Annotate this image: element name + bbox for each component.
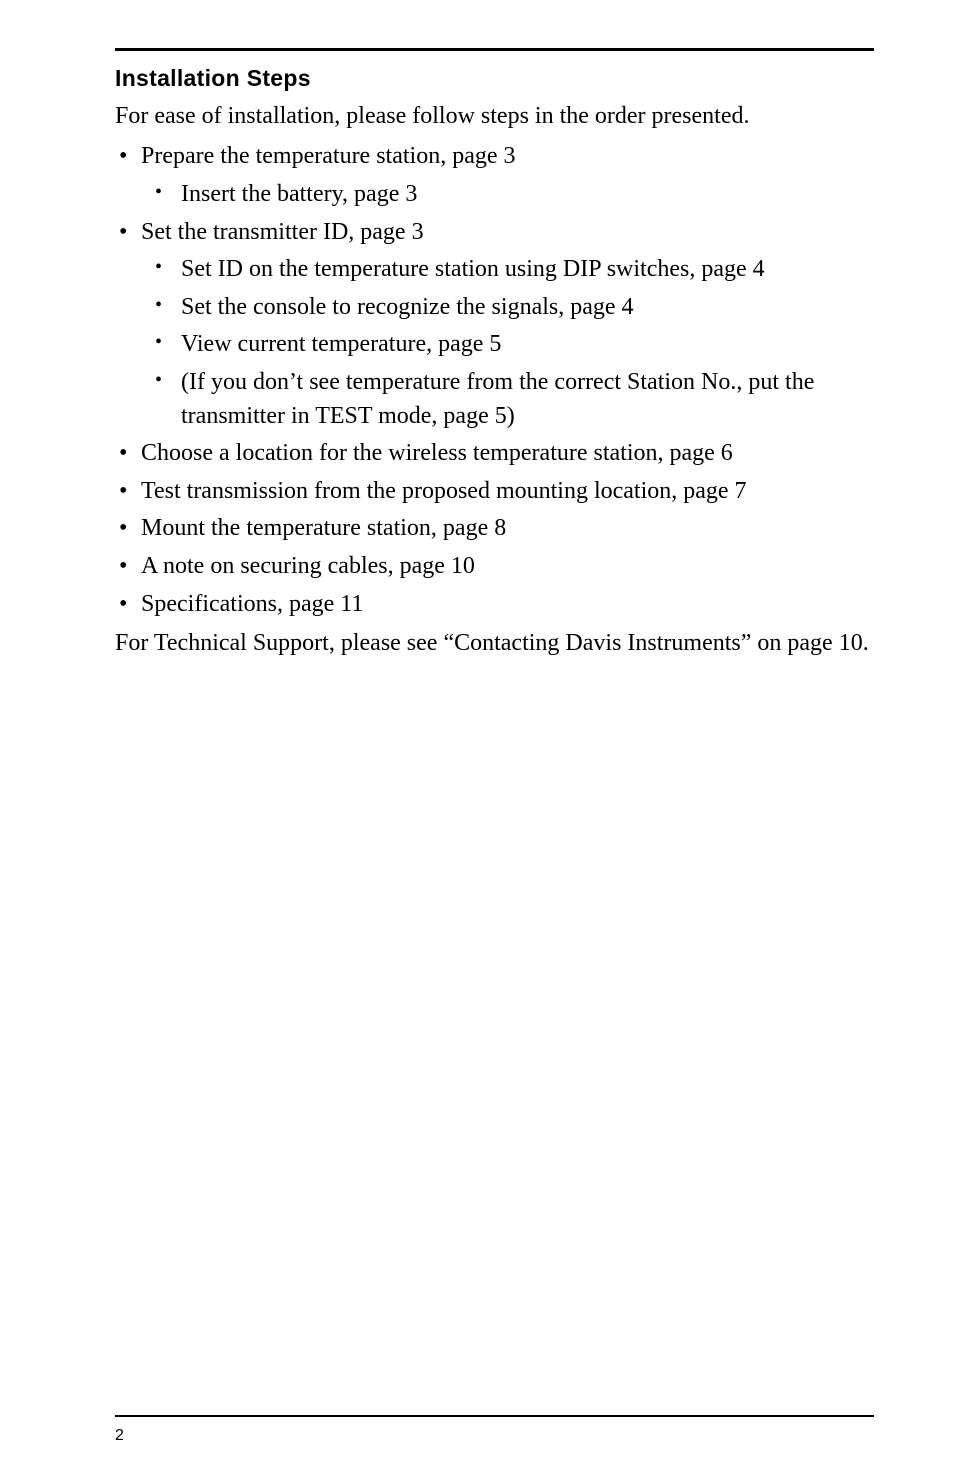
list-item: Prepare the temperature station, page 3 … — [115, 140, 874, 211]
list-item: (If you don’t see temperature from the c… — [141, 366, 874, 433]
list-item: Specifications, page 11 — [115, 588, 874, 622]
footer-rule — [115, 1415, 874, 1417]
list-item: Mount the temperature station, page 8 — [115, 512, 874, 546]
list-item: Insert the battery, page 3 — [141, 178, 874, 212]
list-item: Choose a location for the wireless tempe… — [115, 437, 874, 471]
list-item-text: Test transmission from the proposed moun… — [141, 478, 747, 504]
page-number: 2 — [115, 1427, 124, 1445]
list-item-text: Set the transmitter ID, page 3 — [141, 219, 424, 245]
intro-paragraph: For ease of installation, please follow … — [115, 100, 874, 132]
list-item-text: (If you don’t see temperature from the c… — [181, 369, 814, 429]
section-title: Installation Steps — [115, 65, 874, 92]
list-item: Set the console to recognize the signals… — [141, 291, 874, 325]
list-item-text: A note on securing cables, page 10 — [141, 553, 475, 579]
list-item-text: Set the console to recognize the signals… — [181, 294, 634, 320]
list-item-text: Prepare the temperature station, page 3 — [141, 143, 516, 169]
list-item: Set the transmitter ID, page 3 Set ID on… — [115, 216, 874, 434]
page-content: Installation Steps For ease of installat… — [0, 0, 954, 660]
steps-list: Prepare the temperature station, page 3 … — [115, 140, 874, 621]
list-item: Test transmission from the proposed moun… — [115, 475, 874, 509]
list-item-text: View current temperature, page 5 — [181, 331, 501, 357]
list-item-text: Specifications, page 11 — [141, 591, 363, 617]
list-item: View current temperature, page 5 — [141, 328, 874, 362]
list-item-text: Set ID on the temperature station using … — [181, 256, 765, 282]
list-item-text: Insert the battery, page 3 — [181, 181, 417, 207]
list-item-text: Choose a location for the wireless tempe… — [141, 440, 733, 466]
top-rule — [115, 48, 874, 51]
closing-paragraph: For Technical Support, please see “Conta… — [115, 627, 874, 659]
sub-list: Set ID on the temperature station using … — [141, 253, 874, 433]
sub-list: Insert the battery, page 3 — [141, 178, 874, 212]
list-item: Set ID on the temperature station using … — [141, 253, 874, 287]
list-item-text: Mount the temperature station, page 8 — [141, 515, 506, 541]
list-item: A note on securing cables, page 10 — [115, 550, 874, 584]
